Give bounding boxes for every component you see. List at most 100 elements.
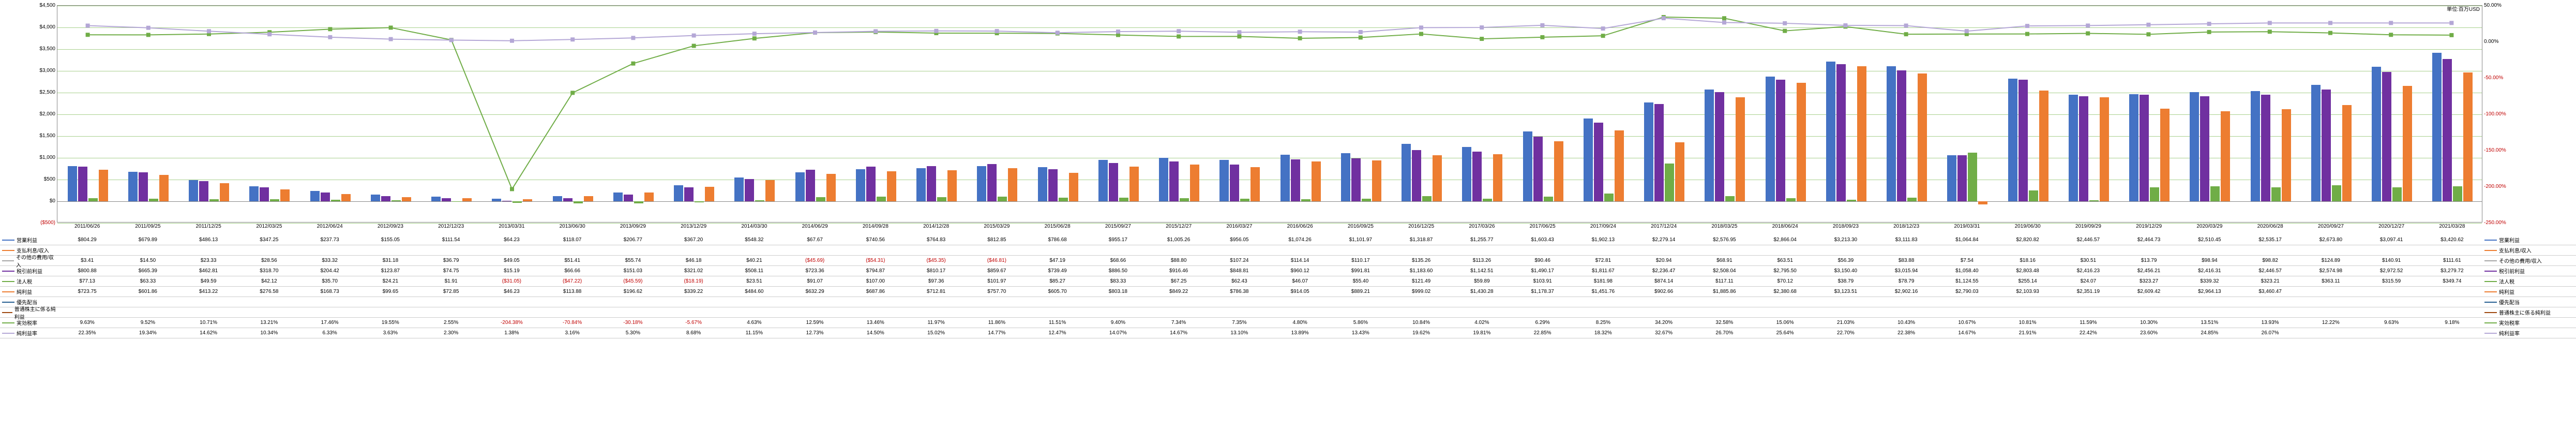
bar-pretax — [2443, 59, 2452, 201]
table-cell: ($54.31) — [845, 258, 906, 263]
y-right-tick: -50.00% — [2482, 75, 2518, 81]
table-cell: $121.49 — [1391, 278, 1452, 284]
bar-op_income — [1281, 155, 1290, 201]
bar-op_income — [310, 191, 320, 201]
bar-tax — [1665, 164, 1674, 201]
table-cell: 32.58% — [1694, 320, 1755, 325]
table-cell: $508.11 — [724, 268, 785, 274]
bar-net_income — [341, 194, 351, 201]
table-cell: $3,015.94 — [1876, 268, 1937, 274]
x-tick-label: 2011/06/26 — [74, 224, 100, 229]
table-cell: $1,074.26 — [1270, 237, 1330, 243]
bar-net_income — [523, 199, 532, 201]
table-cell: 4.80% — [1270, 320, 1330, 325]
y-left-tick: $3,500 — [26, 46, 57, 52]
table-cell: $83.88 — [1876, 258, 1937, 263]
table-cell: 5.30% — [602, 330, 663, 336]
bar-net_income — [402, 197, 411, 201]
y-left-tick: $500 — [26, 176, 57, 182]
table-cell: $2,464.73 — [2119, 237, 2179, 243]
bar-tax — [755, 200, 764, 201]
bar-op_income — [1523, 131, 1532, 201]
bar-pretax — [2200, 96, 2209, 201]
x-tick-label: 2019/12/29 — [2136, 224, 2162, 229]
table-cell: 6.29% — [1512, 320, 1573, 325]
bar-op_income — [2311, 85, 2321, 201]
bar-op_income — [613, 193, 623, 201]
bar-pretax — [1897, 70, 1906, 201]
table-cell: 10.34% — [239, 330, 299, 336]
table-cell: 19.34% — [117, 330, 178, 336]
table-cell: $794.87 — [845, 268, 906, 274]
x-tick-label: 2020/06/28 — [2257, 224, 2283, 229]
table-cell: 13.21% — [239, 320, 299, 325]
bar-net_income — [1251, 167, 1260, 201]
table-cell: $323.27 — [2119, 278, 2179, 284]
bar-pretax — [381, 196, 390, 201]
table-cell: $2,576.95 — [1694, 237, 1755, 243]
table-cell: 13.10% — [1209, 330, 1270, 336]
bar-pretax — [624, 195, 633, 201]
table-cell: 12.47% — [1027, 330, 1088, 336]
bar-net_income — [2403, 86, 2412, 201]
x-tick-label: 2015/06/28 — [1045, 224, 1071, 229]
bar-pretax — [1776, 80, 1785, 201]
bar-pretax — [1957, 155, 1967, 201]
table-cell: $97.36 — [906, 278, 967, 284]
bar-net_income — [1675, 142, 1684, 201]
table-cell: $786.38 — [1209, 289, 1270, 294]
table-cell: $30.51 — [2058, 258, 2118, 263]
bar-op_income — [856, 169, 865, 201]
bar-net_income — [462, 198, 472, 201]
table-cell: $2,236.47 — [1634, 268, 1694, 274]
table-cell: 4.02% — [1452, 320, 1512, 325]
table-cell: 12.22% — [2300, 320, 2361, 325]
x-tick-label: 2015/03/29 — [984, 224, 1010, 229]
bar-pretax — [806, 170, 815, 201]
table-cell: $83.33 — [1088, 278, 1148, 284]
table-cell: 18.32% — [1573, 330, 1633, 336]
table-cell: $2,673.80 — [2300, 237, 2361, 243]
table-cell: $960.12 — [1270, 268, 1330, 274]
table-cell: $2,103.93 — [1997, 289, 2058, 294]
bar-pretax — [1291, 159, 1300, 201]
table-cell: $2,446.57 — [2240, 268, 2300, 274]
x-tick-label: 2012/06/24 — [317, 224, 343, 229]
table-cell: $110.17 — [1330, 258, 1391, 263]
table-cell: 21.03% — [1815, 320, 1876, 325]
bar-op_income — [1826, 62, 1835, 201]
table-cell: 3.63% — [360, 330, 420, 336]
legend-swatch — [2, 312, 12, 313]
row-footer: 実効税率 — [2482, 319, 2576, 327]
table-cell: $196.62 — [602, 289, 663, 294]
x-tick-label: 2020/12/27 — [2378, 224, 2404, 229]
table-cell: $484.60 — [724, 289, 785, 294]
table-cell: $63.33 — [117, 278, 178, 284]
table-cell: 11.51% — [1027, 320, 1088, 325]
legend-swatch — [2484, 322, 2497, 323]
x-tick-label: 2014/03/30 — [741, 224, 767, 229]
bar-op_income — [1887, 66, 1896, 201]
table-cell: $31.18 — [360, 258, 420, 263]
table-cell: $999.02 — [1391, 289, 1452, 294]
bar-op_income — [2129, 94, 2138, 201]
table-cell: $413.22 — [178, 289, 239, 294]
table-cell: 14.50% — [845, 330, 906, 336]
table-cell: $548.32 — [724, 237, 785, 243]
table-cell: $55.40 — [1330, 278, 1391, 284]
bar-pretax — [1594, 123, 1603, 201]
table-cell: 13.89% — [1270, 330, 1330, 336]
bar-pretax — [1715, 92, 1724, 201]
table-row-other: その他の費用/収入$3.41$14.50$23.33$28.56$33.32$3… — [0, 256, 2576, 266]
table-cell: $723.36 — [785, 268, 845, 274]
table-cell: 19.81% — [1452, 330, 1512, 336]
table-cell: $59.89 — [1452, 278, 1512, 284]
bar-tax — [1968, 153, 1977, 201]
table-cell: 2.55% — [421, 320, 481, 325]
table-cell: $349.74 — [2422, 278, 2482, 284]
bar-pretax — [199, 181, 208, 201]
table-cell: $723.75 — [57, 289, 117, 294]
table-cell: 22.42% — [2058, 330, 2118, 336]
bar-tax — [2029, 190, 2038, 201]
table-cell: 2.30% — [421, 330, 481, 336]
